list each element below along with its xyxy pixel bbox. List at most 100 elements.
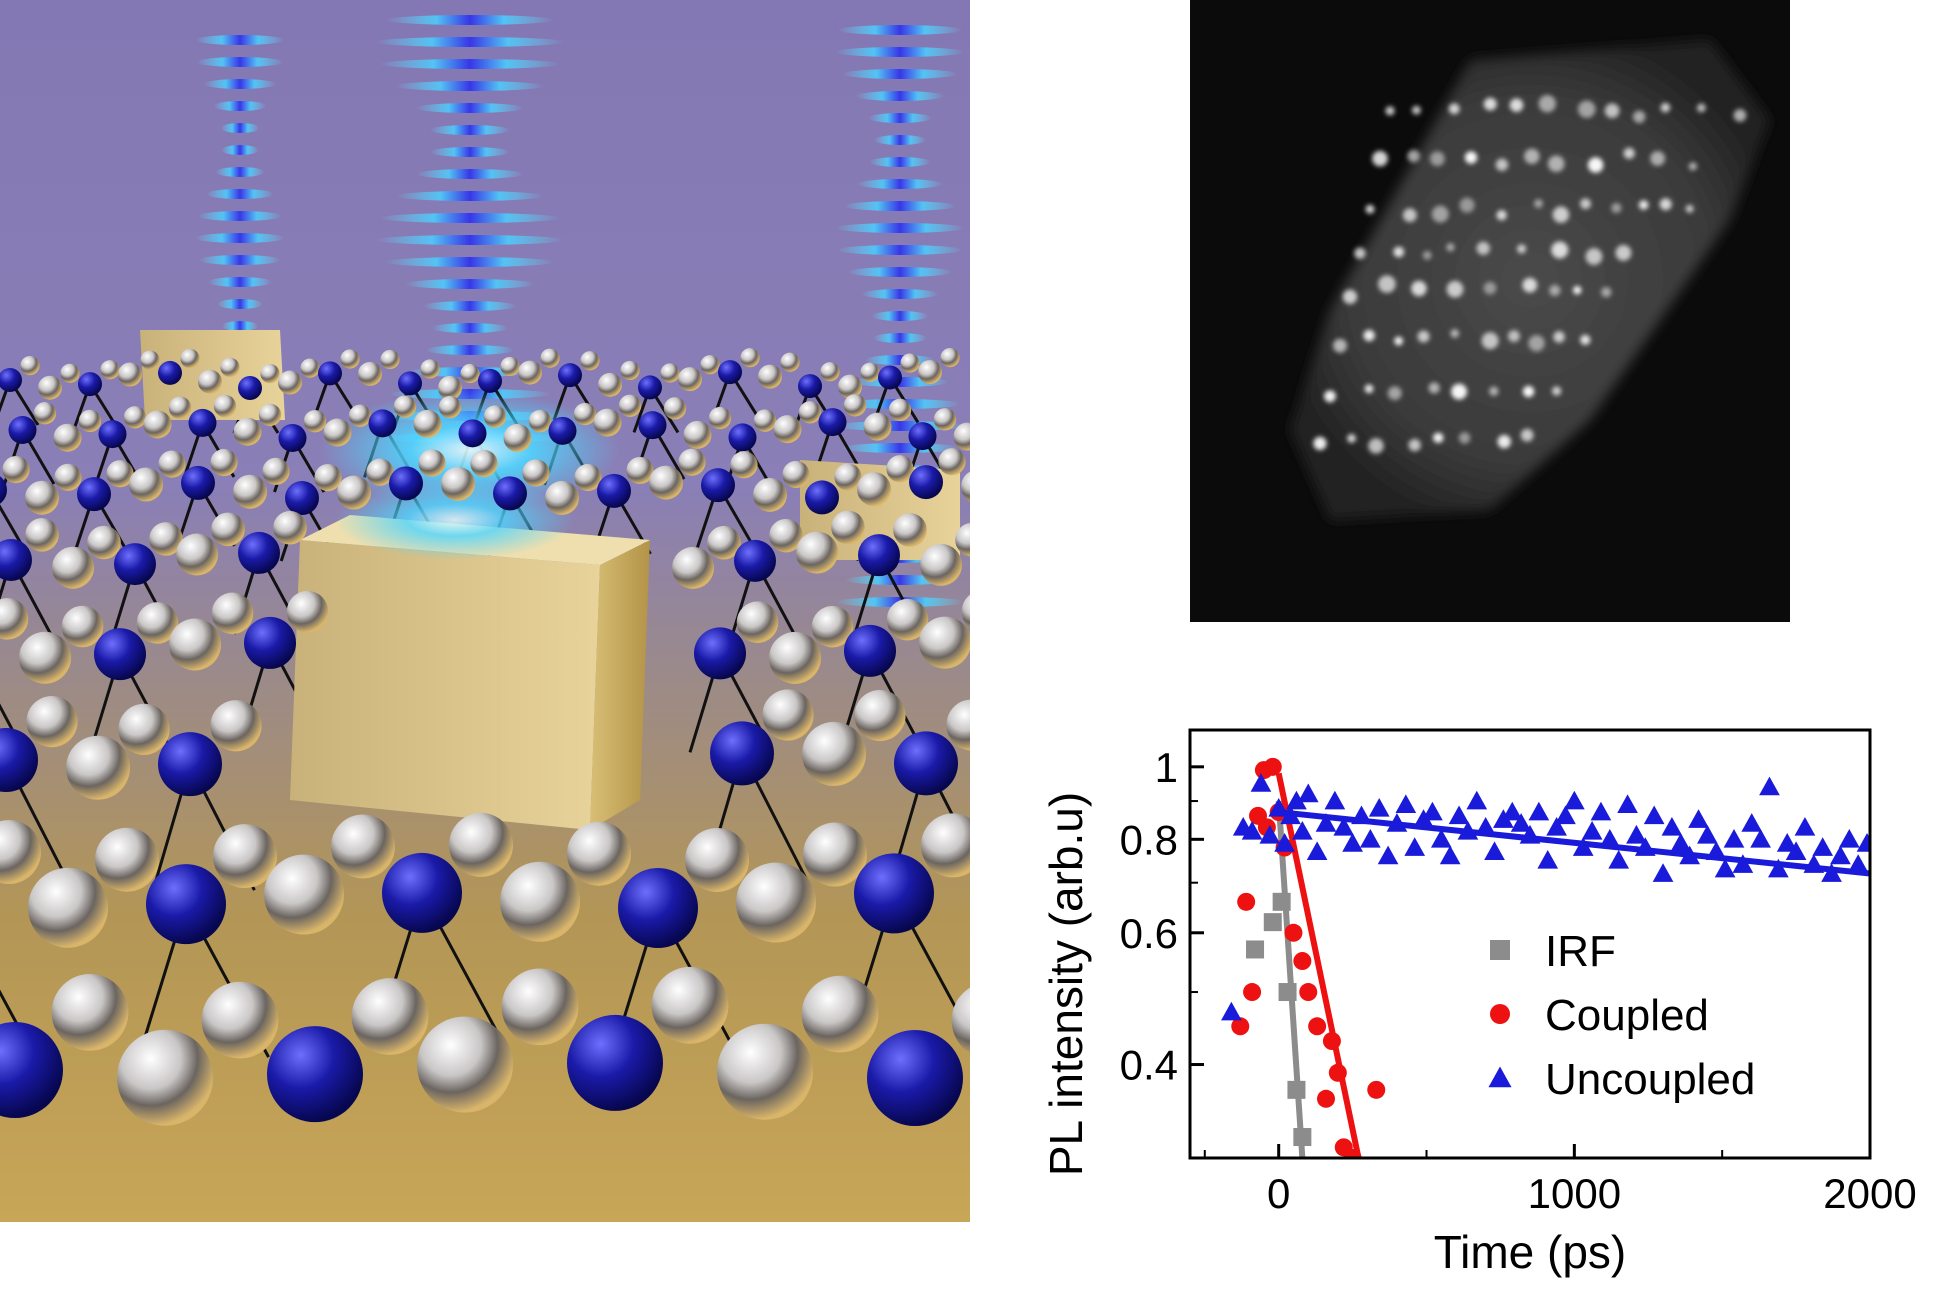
data-point-uncoupled bbox=[1274, 833, 1295, 852]
data-point-irf bbox=[1246, 940, 1265, 959]
data-point-uncoupled bbox=[1484, 841, 1505, 861]
data-point-uncoupled bbox=[1342, 833, 1363, 852]
pl-microscopy-image bbox=[1190, 0, 1790, 622]
data-point-uncoupled bbox=[1617, 794, 1638, 813]
data-point-uncoupled bbox=[1785, 841, 1807, 861]
lattice-illustration bbox=[0, 0, 970, 1222]
data-point-uncoupled bbox=[1291, 820, 1313, 840]
data-point-uncoupled bbox=[1750, 828, 1771, 848]
data-point-coupled bbox=[1317, 1089, 1335, 1108]
data-point-uncoupled bbox=[1563, 790, 1585, 810]
data-point-uncoupled bbox=[1767, 858, 1789, 878]
data-point-uncoupled bbox=[1741, 813, 1763, 832]
data-point-coupled bbox=[1293, 952, 1312, 971]
data-point-uncoupled bbox=[1723, 828, 1745, 848]
data-point-uncoupled bbox=[1794, 817, 1816, 836]
data-point-uncoupled bbox=[1368, 798, 1390, 817]
plot-frame bbox=[1188, 728, 1872, 1160]
lattice-atoms bbox=[0, 348, 970, 1126]
data-point-uncoupled bbox=[1643, 805, 1665, 825]
data-point-uncoupled bbox=[1652, 863, 1674, 882]
data-point-coupled bbox=[1263, 757, 1282, 776]
decay-chart: 0 1000 2000 0.4 0.6 0.8 1 Time (ps) PL intensi… bbox=[1030, 700, 1936, 1291]
data-point-uncoupled bbox=[1546, 817, 1567, 836]
legend-marker-irf bbox=[1490, 940, 1510, 960]
data-point-uncoupled bbox=[1581, 820, 1603, 840]
data-point-uncoupled bbox=[1714, 858, 1736, 878]
data-point-uncoupled bbox=[1759, 776, 1780, 796]
plot-marks bbox=[1221, 757, 1870, 1178]
data-point-uncoupled bbox=[1422, 801, 1443, 821]
data-point-uncoupled bbox=[1250, 773, 1272, 792]
data-point-uncoupled bbox=[1812, 837, 1834, 856]
data-point-coupled bbox=[1284, 923, 1303, 942]
data-point-coupled bbox=[1299, 983, 1318, 1002]
y-tick-label: 0.4 bbox=[1120, 1042, 1178, 1089]
data-point-uncoupled bbox=[1221, 1001, 1242, 1021]
data-point-uncoupled bbox=[1466, 790, 1488, 810]
data-point-coupled bbox=[1237, 892, 1256, 911]
data-point-uncoupled bbox=[1590, 801, 1612, 821]
legend-marker-coupled bbox=[1490, 1004, 1510, 1024]
data-point-uncoupled bbox=[1555, 805, 1576, 825]
data-point-uncoupled bbox=[1626, 824, 1647, 844]
legend-label-coupled: Coupled bbox=[1545, 991, 1709, 1040]
data-point-uncoupled bbox=[1670, 833, 1692, 852]
y-tick-label: 0.6 bbox=[1120, 910, 1178, 957]
axes: 0 1000 2000 0.4 0.6 0.8 1 bbox=[1120, 744, 1917, 1217]
data-point-uncoupled bbox=[1448, 805, 1470, 825]
lattice-rendering bbox=[0, 0, 970, 1222]
data-point-uncoupled bbox=[1395, 794, 1417, 813]
y-tick-label: 1 bbox=[1155, 744, 1178, 791]
legend-label-irf: IRF bbox=[1545, 927, 1616, 976]
data-point-uncoupled bbox=[1830, 845, 1851, 865]
decay-plot: 0 1000 2000 0.4 0.6 0.8 1 Time (ps) PL intensi… bbox=[1040, 728, 1917, 1278]
data-point-uncoupled bbox=[1315, 813, 1337, 832]
data-point-uncoupled bbox=[1838, 828, 1860, 848]
data-point-uncoupled bbox=[1297, 783, 1319, 803]
data-point-uncoupled bbox=[1776, 833, 1798, 852]
fit-line-uncoupled bbox=[1278, 809, 1870, 877]
data-point-irf bbox=[1263, 913, 1282, 932]
data-point-uncoupled bbox=[1856, 833, 1870, 852]
emission-spots bbox=[1313, 95, 1747, 454]
data-point-uncoupled bbox=[1847, 854, 1869, 873]
data-point-coupled bbox=[1231, 1017, 1250, 1036]
fit-line-irf bbox=[1275, 800, 1306, 1158]
data-point-uncoupled bbox=[1608, 849, 1630, 869]
x-tick-label: 0 bbox=[1267, 1170, 1290, 1217]
y-axis-label: PL intensity (arb.u) bbox=[1040, 792, 1092, 1176]
data-point-uncoupled bbox=[1439, 845, 1461, 865]
fit-line-coupled bbox=[1275, 772, 1362, 1158]
data-point-uncoupled bbox=[1333, 817, 1355, 836]
data-point-uncoupled bbox=[1259, 824, 1281, 844]
data-point-uncoupled bbox=[1510, 813, 1532, 832]
data-point-uncoupled bbox=[1324, 790, 1346, 810]
x-tick-label: 2000 bbox=[1823, 1170, 1916, 1217]
data-point-coupled bbox=[1352, 1160, 1370, 1178]
x-axis-label: Time (ps) bbox=[1434, 1226, 1627, 1278]
data-point-uncoupled bbox=[1241, 820, 1263, 840]
data-point-coupled bbox=[1308, 1017, 1327, 1036]
legend-marker-uncoupled bbox=[1488, 1066, 1512, 1088]
data-point-uncoupled bbox=[1306, 841, 1328, 861]
data-point-uncoupled bbox=[1599, 828, 1621, 848]
data-point-uncoupled bbox=[1537, 849, 1559, 869]
data-point-uncoupled bbox=[1661, 817, 1683, 836]
data-point-uncoupled bbox=[1286, 790, 1307, 810]
x-tick-label: 1000 bbox=[1528, 1170, 1621, 1217]
data-point-coupled bbox=[1367, 1080, 1386, 1099]
data-point-uncoupled bbox=[1528, 801, 1550, 821]
data-point-uncoupled bbox=[1377, 845, 1399, 865]
data-point-uncoupled bbox=[1688, 809, 1709, 828]
data-point-coupled bbox=[1243, 983, 1262, 1002]
data-point-uncoupled bbox=[1430, 828, 1452, 848]
data-point-uncoupled bbox=[1404, 837, 1426, 856]
legend-label-uncoupled: Uncoupled bbox=[1545, 1055, 1755, 1104]
legend: IRF Coupled Uncoupled bbox=[1488, 927, 1755, 1104]
data-point-uncoupled bbox=[1501, 801, 1523, 821]
data-point-uncoupled bbox=[1732, 854, 1754, 873]
pl-map bbox=[1190, 0, 1790, 622]
data-point-uncoupled bbox=[1359, 828, 1381, 848]
y-tick-label: 0.8 bbox=[1120, 816, 1178, 863]
